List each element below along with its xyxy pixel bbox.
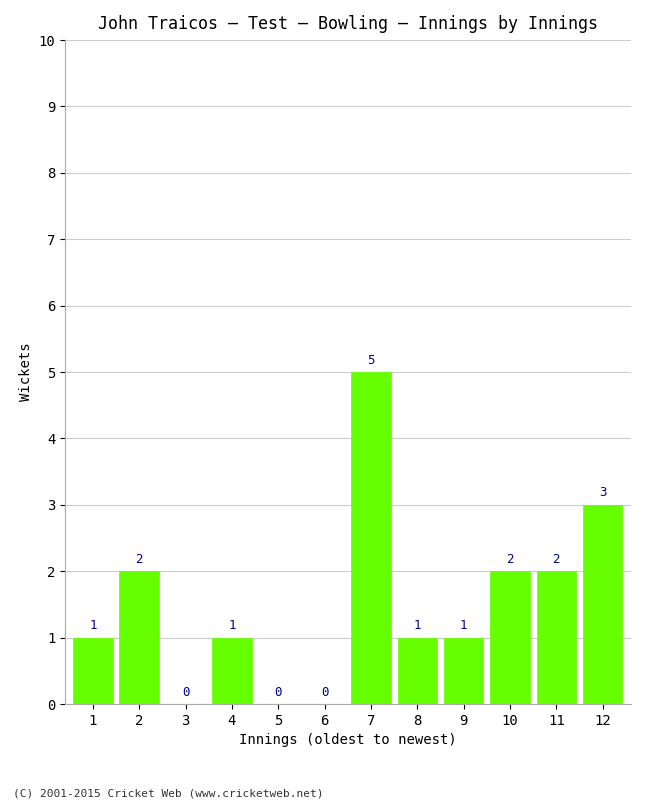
Text: 1: 1 — [228, 619, 235, 632]
Y-axis label: Wickets: Wickets — [19, 342, 33, 402]
Bar — [351, 372, 391, 704]
Bar — [212, 638, 252, 704]
Bar — [583, 505, 623, 704]
Text: 0: 0 — [321, 686, 328, 698]
Bar — [120, 571, 159, 704]
Title: John Traicos – Test – Bowling – Innings by Innings: John Traicos – Test – Bowling – Innings … — [98, 15, 598, 33]
Text: 0: 0 — [274, 686, 282, 698]
Text: 2: 2 — [506, 553, 514, 566]
Bar — [73, 638, 112, 704]
Bar — [398, 638, 437, 704]
Text: 2: 2 — [552, 553, 560, 566]
Text: 1: 1 — [460, 619, 467, 632]
Bar — [537, 571, 576, 704]
X-axis label: Innings (oldest to newest): Innings (oldest to newest) — [239, 734, 456, 747]
Bar — [490, 571, 530, 704]
Text: (C) 2001-2015 Cricket Web (www.cricketweb.net): (C) 2001-2015 Cricket Web (www.cricketwe… — [13, 788, 324, 798]
Text: 1: 1 — [89, 619, 97, 632]
Text: 0: 0 — [182, 686, 189, 698]
Text: 3: 3 — [599, 486, 606, 499]
Text: 5: 5 — [367, 354, 374, 366]
Text: 1: 1 — [413, 619, 421, 632]
Text: 2: 2 — [135, 553, 143, 566]
Bar — [444, 638, 484, 704]
